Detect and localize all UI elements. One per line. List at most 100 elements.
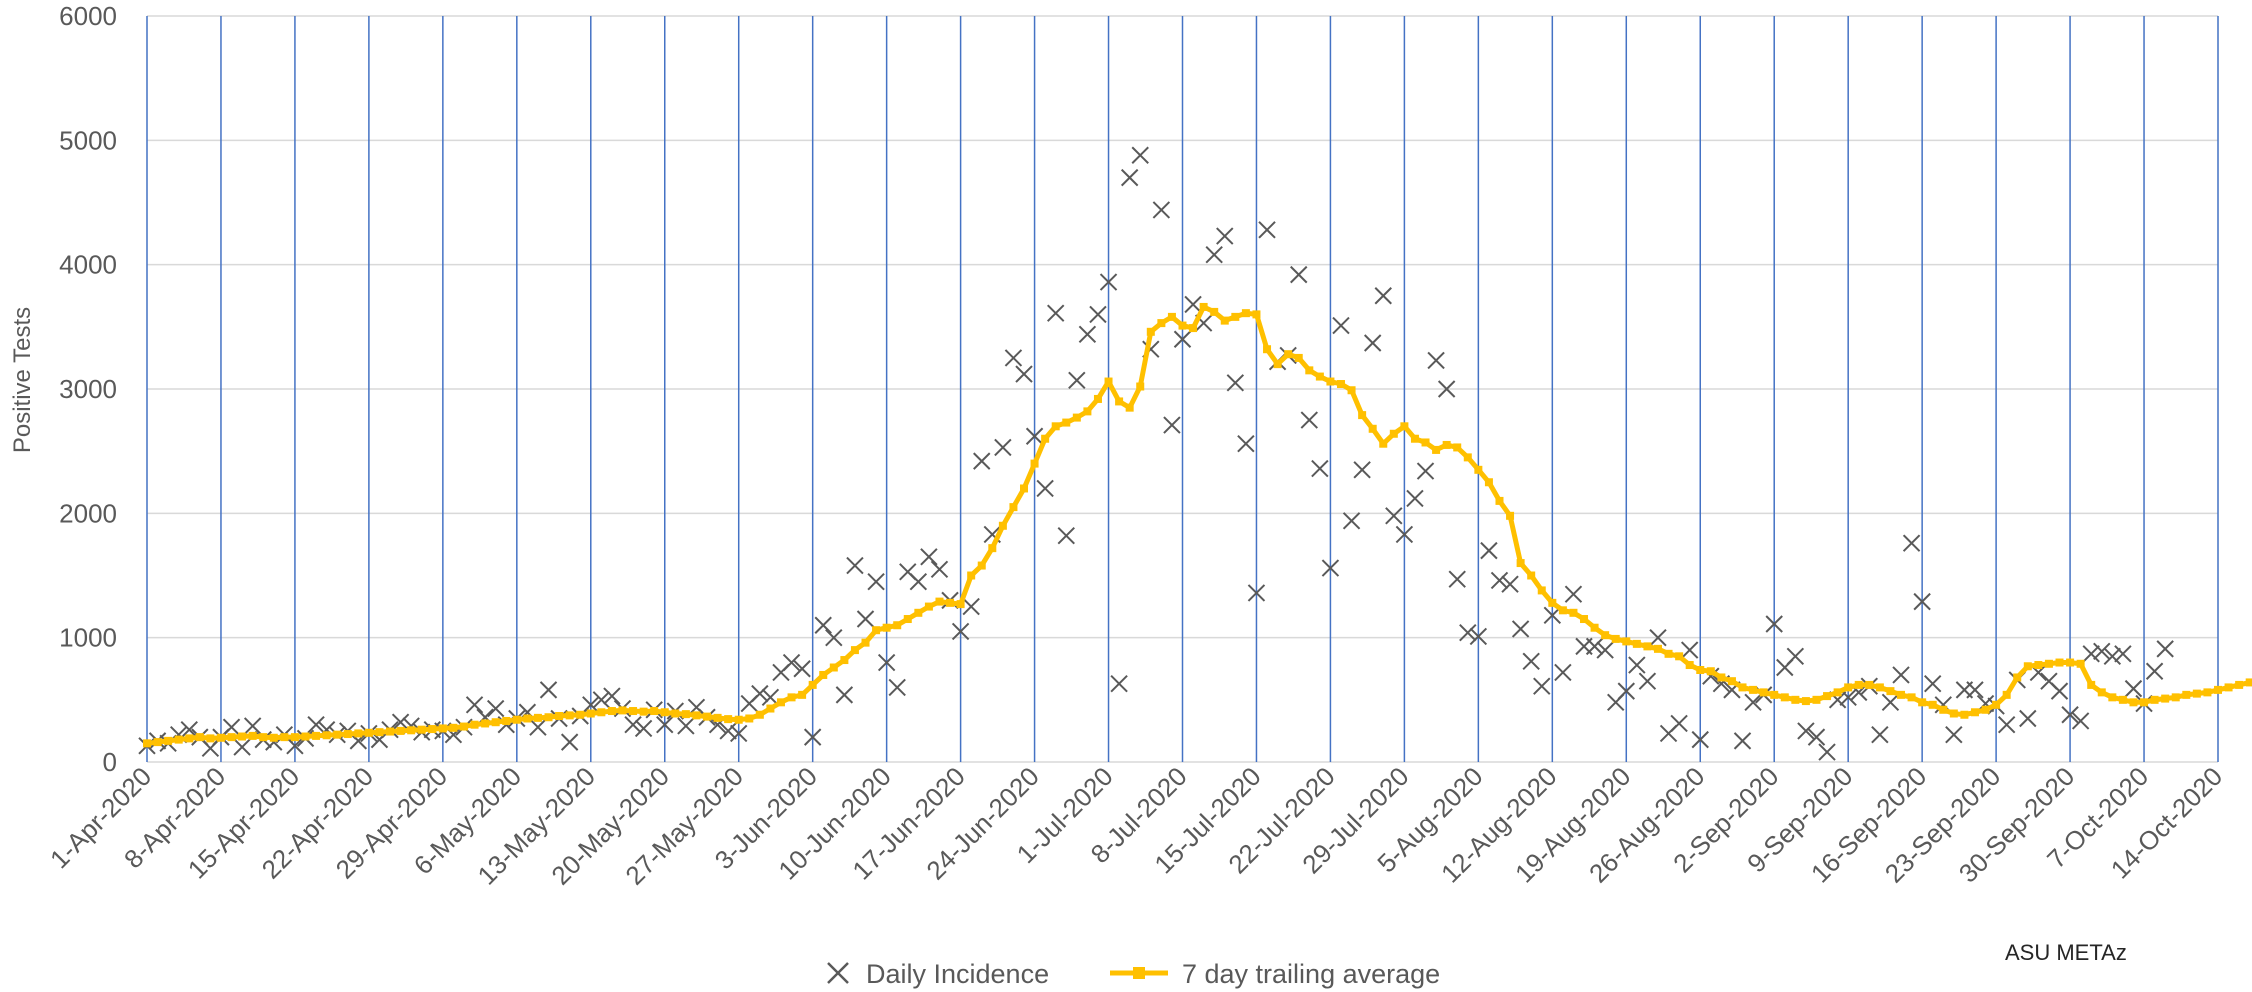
daily-point [1871, 725, 1889, 744]
average-point [164, 736, 173, 745]
legend: Daily Incidence 7 day trailing average [827, 959, 1440, 989]
daily-point [1448, 570, 1466, 588]
average-point [2224, 683, 2233, 692]
average-point [248, 731, 257, 740]
daily-point [1892, 666, 1910, 684]
average-point [639, 707, 648, 716]
average-point [1886, 687, 1895, 696]
average-point [1527, 571, 1536, 580]
vertical-gridlines [146, 16, 2219, 762]
daily-point [1057, 527, 1075, 545]
daily-point [1564, 585, 1583, 603]
daily-point [1163, 416, 1181, 434]
daily-point [286, 737, 304, 755]
average-point [1706, 667, 1715, 676]
average-point [2002, 690, 2011, 699]
y-tick-label: 0 [103, 747, 117, 777]
average-point [1315, 372, 1324, 381]
average-point [1770, 690, 1779, 699]
daily-point [1543, 606, 1562, 624]
average-point [1136, 382, 1145, 391]
y-axis-title: Positive Tests [9, 307, 36, 453]
daily-point [1680, 641, 1699, 659]
average-point [375, 728, 384, 737]
average-point [2066, 658, 2075, 667]
average-point [491, 718, 500, 727]
average-point [2055, 658, 2064, 667]
average-point [861, 638, 870, 647]
average-point [1009, 503, 1018, 512]
average-point [607, 707, 616, 716]
daily-point [803, 728, 822, 746]
average-point [1041, 434, 1050, 443]
average-point [2161, 694, 2170, 703]
daily-point [1332, 316, 1350, 335]
average-point [1432, 445, 1441, 454]
daily-point [2156, 640, 2174, 658]
average-point [1685, 661, 1694, 670]
average-point [195, 733, 204, 742]
average-point [724, 715, 733, 724]
y-tick-label: 5000 [59, 125, 117, 155]
daily-point [529, 718, 547, 736]
daily-point [486, 699, 505, 718]
average-point [481, 719, 490, 728]
average-point [1727, 677, 1736, 686]
average-point [618, 706, 627, 715]
daily-point [846, 556, 864, 575]
average-point [206, 734, 215, 743]
daily-point [1554, 663, 1572, 682]
average-point [2192, 689, 2201, 698]
average-point [1104, 377, 1113, 386]
daily-point [307, 715, 325, 734]
daily-point [1807, 728, 1826, 746]
average-point [1030, 459, 1039, 468]
average-point [269, 733, 278, 742]
daily-point [2093, 642, 2111, 661]
daily-point [1797, 722, 1815, 740]
daily-point [1025, 427, 1044, 445]
daily-point [1247, 584, 1266, 602]
daily-point [909, 573, 928, 591]
average-point [1696, 665, 1705, 674]
daily-point [1765, 615, 1783, 633]
daily-point [1427, 351, 1445, 370]
average-point [1241, 309, 1250, 318]
series-daily-incidence [138, 146, 2174, 761]
average-point [681, 710, 690, 719]
daily-point [814, 616, 832, 634]
average-point [1939, 705, 1948, 714]
daily-point [539, 681, 558, 699]
daily-point [2071, 712, 2090, 730]
average-point [1421, 438, 1430, 447]
daily-point [592, 691, 611, 709]
daily-point [1237, 434, 1255, 453]
daily-point [1480, 541, 1498, 560]
daily-point [1691, 730, 1709, 749]
average-point [1506, 511, 1515, 520]
average-point [650, 707, 659, 716]
daily-point [1511, 620, 1530, 638]
average-point [1664, 649, 1673, 658]
average-point [1115, 397, 1124, 406]
daily-point [994, 438, 1012, 457]
daily-point [1945, 725, 1963, 744]
average-point [946, 598, 955, 607]
daily-point [1321, 559, 1340, 577]
average-point [1897, 690, 1906, 699]
daily-point [793, 660, 811, 678]
daily-point [1216, 227, 1234, 245]
average-point [1453, 443, 1462, 452]
average-point [512, 715, 521, 724]
average-point [1495, 496, 1504, 505]
average-point [2214, 685, 2222, 694]
average-point [1410, 434, 1419, 443]
average-point [935, 597, 944, 606]
average-point [1072, 413, 1081, 422]
average-point [1305, 366, 1314, 375]
x-axis-ticks: 1-Apr-20208-Apr-202015-Apr-202022-Apr-20… [44, 761, 2228, 891]
average-point [470, 720, 479, 729]
average-point [1210, 307, 1219, 316]
daily-point [930, 560, 949, 578]
daily-point [1649, 628, 1667, 647]
